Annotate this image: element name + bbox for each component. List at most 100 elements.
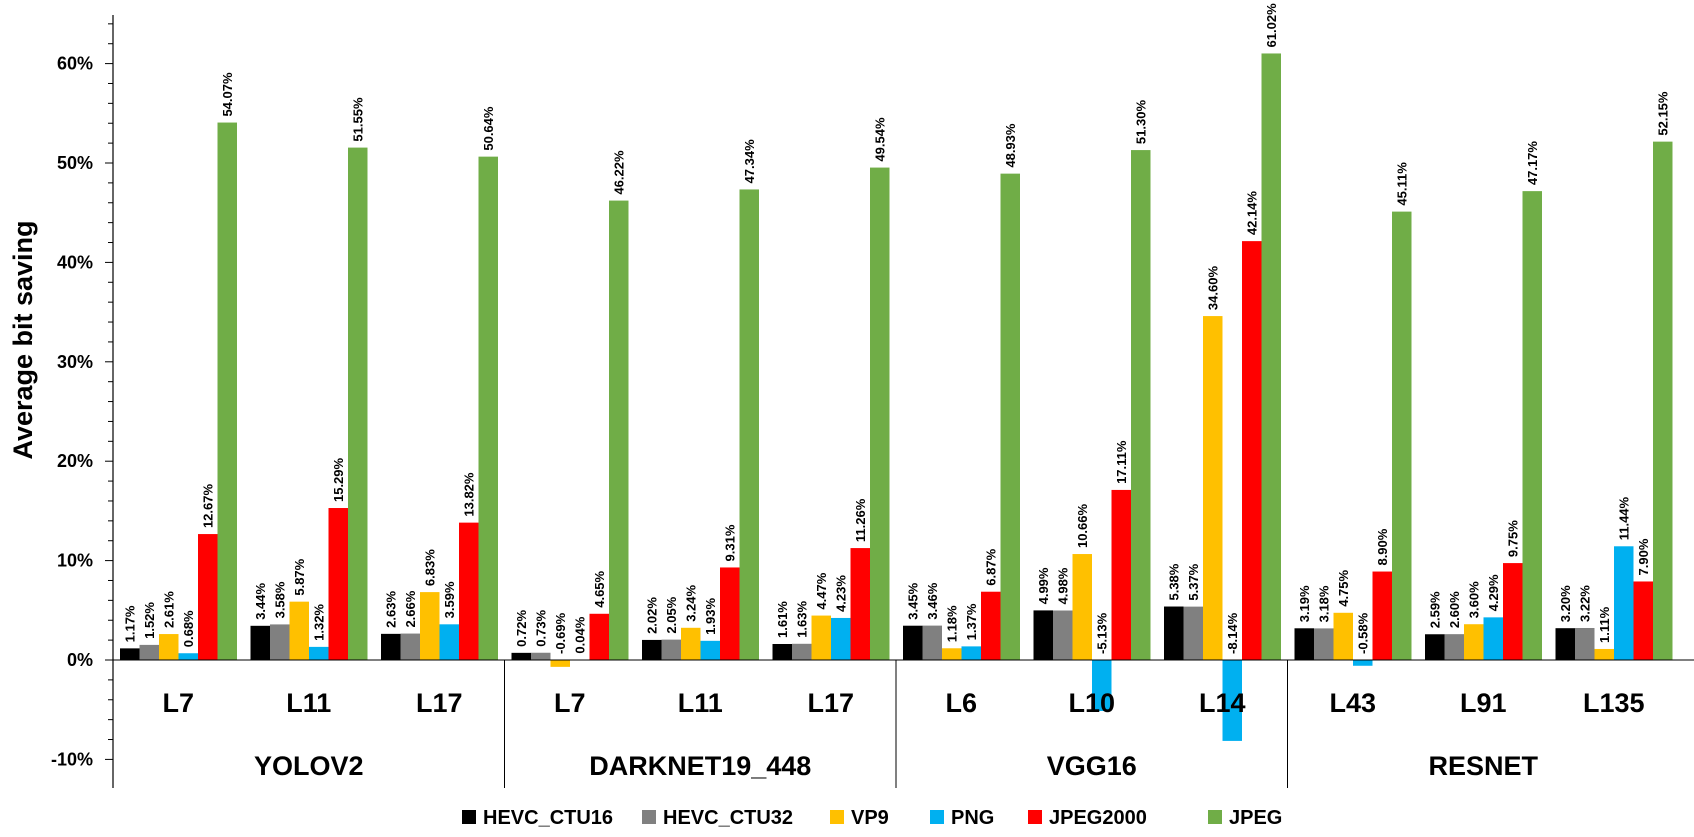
legend-item-jpeg: JPEG xyxy=(1208,807,1282,829)
category-label: L43 xyxy=(1329,688,1376,718)
bar-jpeg2000 xyxy=(459,523,479,660)
category-label: L135 xyxy=(1583,688,1645,718)
legend-item-png: PNG xyxy=(930,807,994,829)
data-label: 0.68% xyxy=(181,610,196,647)
data-label: 4.75% xyxy=(1336,569,1351,606)
bar-hevc_ctu32 xyxy=(792,644,812,660)
data-label: 50.64% xyxy=(481,106,496,151)
data-label: 61.02% xyxy=(1264,3,1279,48)
data-label: 6.83% xyxy=(422,549,437,586)
legend-swatch xyxy=(1028,810,1042,824)
legend: HEVC_CTU16 HEVC_CTU32 VP9 PNG JPEG2000 JPEG xyxy=(462,807,1282,829)
data-label: 17.11% xyxy=(1114,440,1129,484)
data-label: 4.99% xyxy=(1036,567,1051,604)
bar-vp9 xyxy=(812,616,832,660)
data-label: -0.58% xyxy=(1355,612,1370,654)
y-tick-label: 30% xyxy=(57,352,93,372)
category-label: L91 xyxy=(1460,688,1507,718)
bar-jpeg xyxy=(609,201,629,660)
y-tick-label: 10% xyxy=(57,551,93,571)
bar-jpeg xyxy=(870,168,890,660)
data-label: 2.60% xyxy=(1447,591,1462,628)
data-label: 3.44% xyxy=(253,583,268,620)
bar-hevc_ctu16 xyxy=(903,626,923,660)
legend-swatch xyxy=(830,810,844,824)
data-label: 9.75% xyxy=(1505,520,1520,557)
x-axis: L7 L11 L17 L7 L11 L17 L6 L10 L14 L43 L91 L135YOLOV2… xyxy=(113,660,1694,788)
group-label: DARKNET19_448 xyxy=(589,751,811,781)
data-label: -5.13% xyxy=(1094,612,1109,654)
category-label: L17 xyxy=(807,688,854,718)
data-label: 9.31% xyxy=(722,524,737,561)
bar-jpeg2000 xyxy=(1634,581,1654,660)
bar-jpeg xyxy=(1262,53,1282,660)
bar-chart: -10%0%10%20%30%40%50%60% Average bit sav… xyxy=(0,0,1694,837)
bar-vp9 xyxy=(681,628,701,660)
bar-jpeg2000 xyxy=(1112,490,1132,660)
bar-jpeg2000 xyxy=(1242,241,1262,660)
data-label: 46.22% xyxy=(611,150,626,195)
bar-jpeg xyxy=(1653,142,1673,660)
data-label: -0.69% xyxy=(553,612,568,654)
bar-png xyxy=(179,653,199,660)
data-label: 47.34% xyxy=(742,139,757,184)
legend-item-vp9: VP9 xyxy=(830,807,889,829)
bar-hevc_ctu32 xyxy=(1445,634,1465,660)
bar-hevc_ctu16 xyxy=(251,626,271,660)
data-label: 3.58% xyxy=(272,581,287,618)
legend-label: PNG xyxy=(951,807,994,829)
data-label: 3.18% xyxy=(1316,585,1331,622)
legend-label: HEVC_CTU16 xyxy=(483,807,613,829)
y-tick-label: 20% xyxy=(57,451,93,471)
bar-hevc_ctu16 xyxy=(1034,610,1054,660)
category-label: L6 xyxy=(945,688,977,718)
bar-jpeg2000 xyxy=(720,567,740,660)
data-label: 3.46% xyxy=(925,582,940,619)
data-label: 45.11% xyxy=(1394,162,1409,206)
bar-png xyxy=(1614,546,1634,660)
data-label: 6.87% xyxy=(983,548,998,585)
category-label: L14 xyxy=(1199,688,1246,718)
data-label: 2.02% xyxy=(644,597,659,634)
bar-jpeg xyxy=(1001,174,1021,660)
y-axis-label-group: Average bit saving xyxy=(8,220,38,459)
y-axis-label: Average bit saving xyxy=(8,220,38,459)
bar-hevc_ctu32 xyxy=(923,626,943,660)
data-label: 1.11% xyxy=(1597,606,1612,643)
bar-hevc_ctu32 xyxy=(1053,610,1073,660)
bar-vp9 xyxy=(551,660,571,667)
bar-hevc_ctu16 xyxy=(1425,634,1445,660)
bar-jpeg2000 xyxy=(198,534,218,660)
y-tick-label: 40% xyxy=(57,252,93,272)
data-label: 3.19% xyxy=(1297,585,1312,622)
data-label: 0.73% xyxy=(533,609,548,646)
bar-hevc_ctu16 xyxy=(1556,628,1576,660)
legend-swatch xyxy=(642,810,656,824)
bar-hevc_ctu32 xyxy=(662,640,682,660)
bar-hevc_ctu32 xyxy=(140,645,160,660)
bar-jpeg xyxy=(1523,191,1543,660)
bar-jpeg xyxy=(479,157,499,660)
legend-swatch xyxy=(1208,810,1222,824)
bar-png xyxy=(701,641,721,660)
category-label: L11 xyxy=(286,688,331,718)
bar-hevc_ctu32 xyxy=(270,624,290,660)
y-tick-label: 0% xyxy=(67,650,93,670)
group-label: VGG16 xyxy=(1047,751,1137,781)
bar-png xyxy=(962,646,982,660)
legend-swatch xyxy=(462,810,476,824)
bar-jpeg2000 xyxy=(1503,563,1523,660)
bar-png xyxy=(440,624,460,660)
bar-vp9 xyxy=(1073,554,1093,660)
category-label: L10 xyxy=(1068,688,1115,718)
data-label: 2.61% xyxy=(161,591,176,628)
bar-vp9 xyxy=(420,592,440,660)
data-label: 4.29% xyxy=(1486,574,1501,611)
legend-item-hevc_ctu32: HEVC_CTU32 xyxy=(642,807,793,829)
bar-hevc_ctu32 xyxy=(1575,628,1595,660)
bar-png xyxy=(1353,660,1373,666)
bar-jpeg xyxy=(218,123,238,660)
data-label: 47.17% xyxy=(1525,141,1540,186)
data-label: 4.47% xyxy=(814,572,829,609)
bars xyxy=(120,53,1673,740)
